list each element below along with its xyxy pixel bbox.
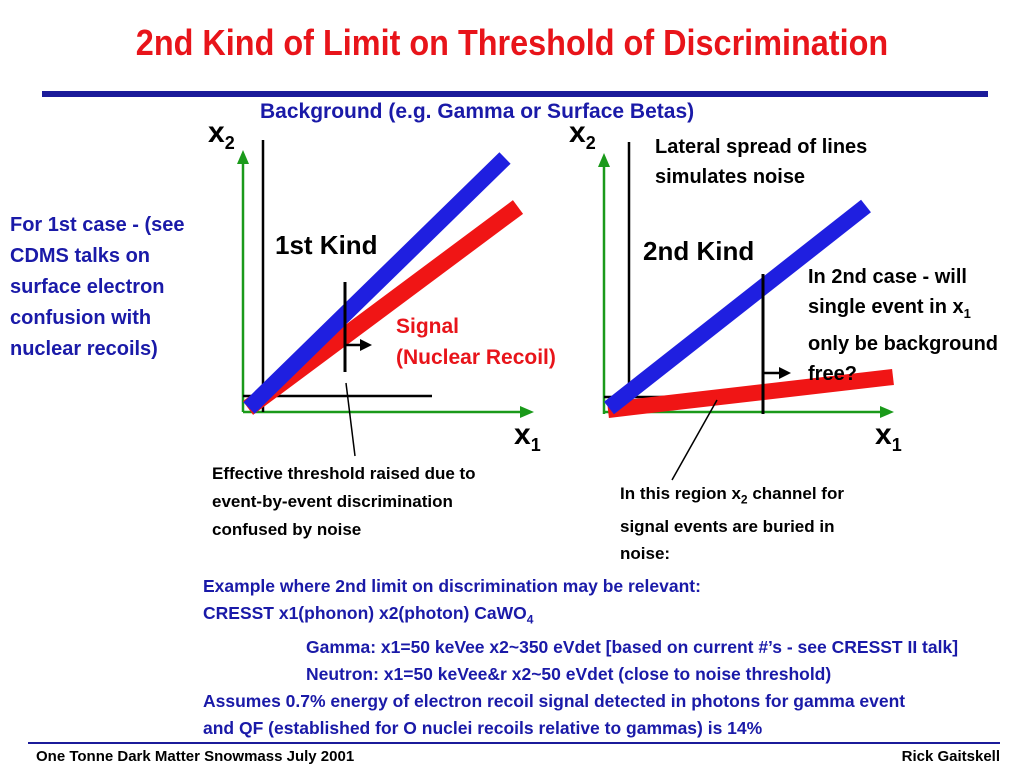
first-case-note-line: nuclear recoils) [10,338,158,360]
example-line: CRESST x1(phonon) x2(photon) CaWO4 [203,603,534,627]
left-x-axis-arrow [520,406,534,418]
left-y-axis-arrow [237,150,249,164]
footer-left: One Tonne Dark Matter Snowmass July 2001 [36,748,355,765]
first-case-note-line: CDMS talks on [10,245,151,267]
right-cut-arrow-head [779,367,791,379]
first-kind-label: 1st Kind [275,230,378,260]
second-kind-label: 2nd Kind [643,236,755,266]
second-case-note: In 2nd case - will single event in x1 on… [808,266,999,385]
right-callout-line [671,399,718,481]
example-line: Example where 2nd limit on discriminatio… [203,576,701,596]
right-x-axis-arrow [880,406,894,418]
left-background-band [243,152,511,414]
threshold-note: Effective threshold raised due to event-… [212,464,476,539]
footer-divider [28,742,1000,744]
example-block: Example where 2nd limit on discriminatio… [203,573,958,742]
signal-label: Signal (Nuclear Recoil) [396,315,556,369]
left-x-axis-label: x1 [514,418,541,455]
left-y-axis-label: x2 [208,116,235,153]
right-signal-band [607,369,894,418]
left-panel-axes [237,140,534,418]
first-case-note-line: confusion with [10,307,152,329]
first-case-note-line: surface electron [10,276,165,298]
example-line: Neutron: x1=50 keVee&r x2~50 eVdet (clos… [306,663,832,684]
example-line: Gamma: x1=50 keVee x2~350 eVdet [based o… [306,636,959,657]
left-cut-arrow-head [360,339,372,351]
example-line: and QF (established for O nuclei recoils… [203,717,763,738]
lateral-spread-note: Lateral spread of lines simulates noise [655,136,868,188]
first-case-note: For 1st case - (see CDMS talks on surfac… [10,210,210,365]
slide-title: 2nd Kind of Limit on Threshold of Discri… [135,22,889,63]
right-y-axis-label: x2 [569,116,596,153]
right-y-axis-arrow [598,153,610,167]
title-divider [42,91,988,97]
first-case-note-line: For 1st case - (see [10,214,185,236]
left-callout-line [345,382,356,457]
example-line: Assumes 0.7% energy of electron recoil s… [203,690,906,711]
region-note: In this region x2 channel for signal eve… [620,484,844,564]
background-label: Background (e.g. Gamma or Surface Betas) [260,100,695,123]
footer-right: Rick Gaitskell [901,748,1000,765]
right-x-axis-label: x1 [875,418,902,455]
right-background-band [604,199,871,415]
